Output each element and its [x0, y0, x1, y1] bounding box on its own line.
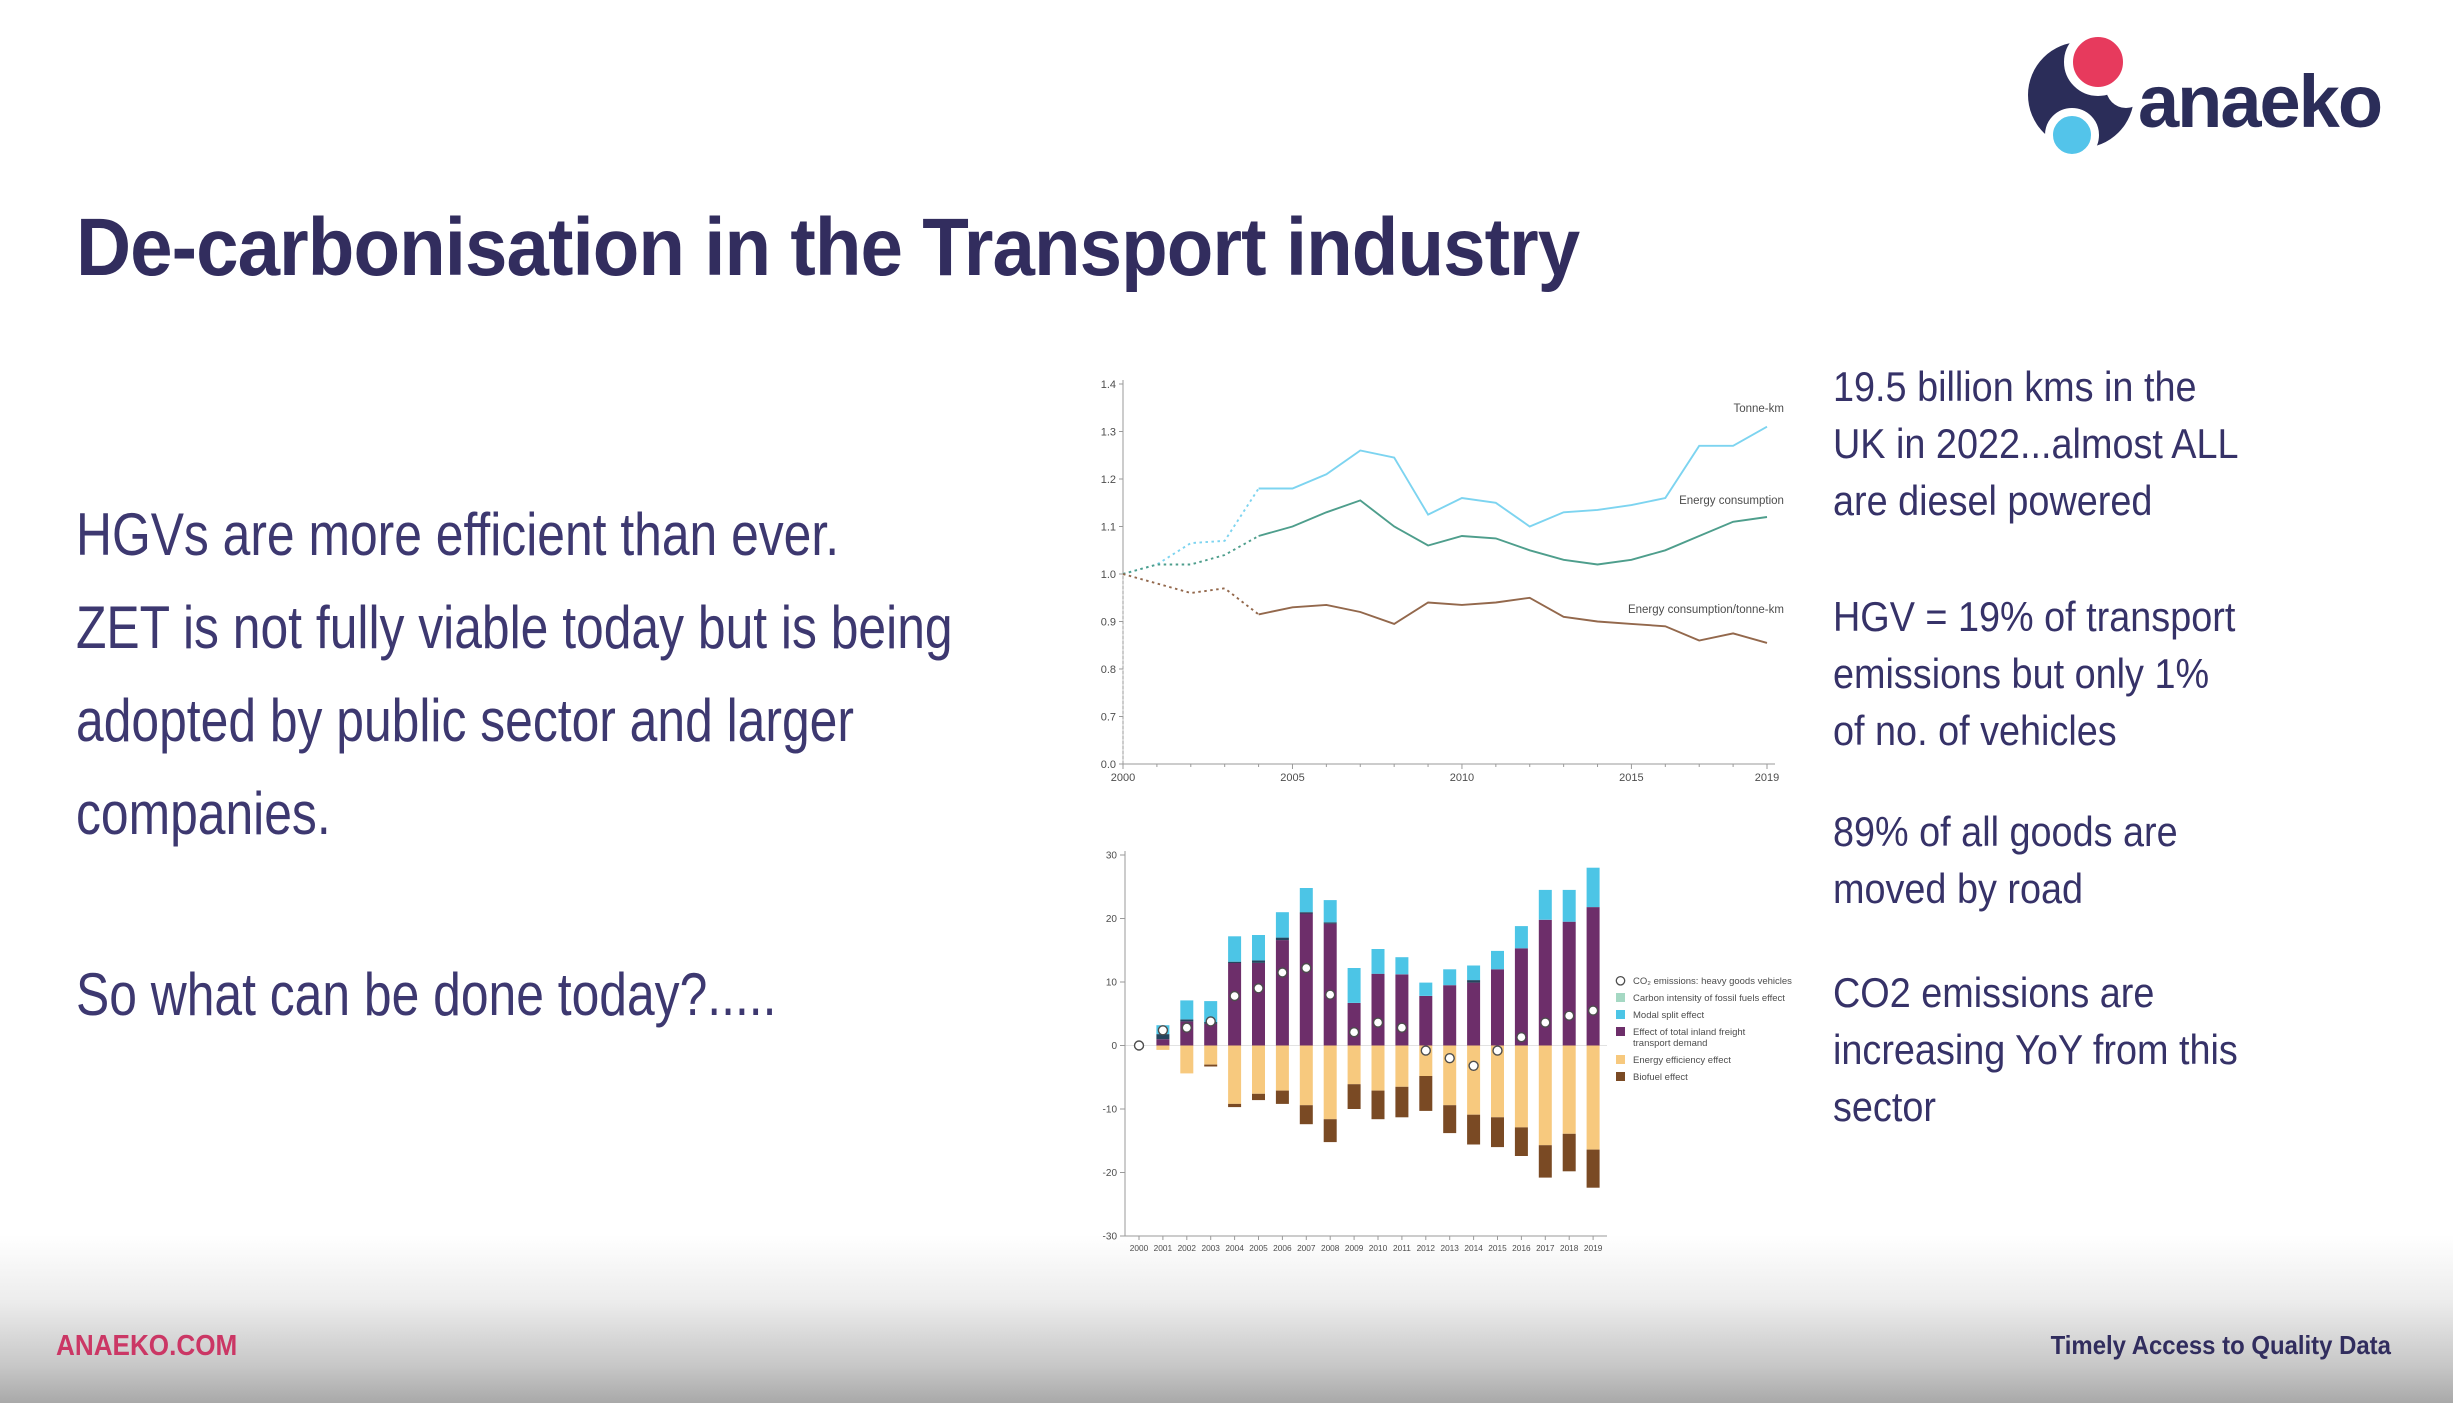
- svg-text:Energy efficiency effect: Energy efficiency effect: [1633, 1055, 1731, 1066]
- logo-blue-circle: [2045, 108, 2099, 162]
- fact-goods-by-road: 89% of all goods are moved by road: [1833, 808, 2178, 912]
- svg-text:0.7: 0.7: [1101, 712, 1116, 724]
- svg-text:0.9: 0.9: [1101, 617, 1116, 629]
- svg-text:Carbon intensity of fossil fue: Carbon intensity of fossil fuels effect: [1633, 993, 1785, 1004]
- svg-text:2005: 2005: [1249, 1243, 1268, 1253]
- svg-text:2019: 2019: [1755, 772, 1779, 784]
- svg-text:2016: 2016: [1512, 1243, 1531, 1253]
- svg-text:2002: 2002: [1178, 1243, 1197, 1253]
- svg-text:0.0: 0.0: [1101, 759, 1116, 771]
- fact-co2-increasing: CO2 emissions are increasing YoY from th…: [1833, 969, 2238, 1130]
- svg-text:-30: -30: [1103, 1232, 1118, 1243]
- svg-text:0: 0: [1111, 1041, 1117, 1052]
- svg-text:1.2: 1.2: [1101, 474, 1116, 486]
- co2-decomposition-bar-chart: -30 -20 -10 0 10 20 30 2000 2001 2002 2003 2004 2005…: [1103, 851, 1793, 1254]
- svg-text:20: 20: [1106, 914, 1118, 925]
- svg-text:2007: 2007: [1297, 1243, 1316, 1253]
- svg-text:2018: 2018: [1560, 1243, 1579, 1253]
- svg-text:Modal split effect: Modal split effect: [1633, 1010, 1704, 1021]
- svg-text:2015: 2015: [1619, 772, 1643, 784]
- fact-kms-driven: 19.5 billion kms in the UK in 2022...alm…: [1833, 363, 2239, 524]
- question-text: So what can be done today?.....: [76, 961, 777, 1028]
- svg-text:Energy consumption/tonne-km: Energy consumption/tonne-km: [1628, 604, 1784, 616]
- svg-text:2012: 2012: [1417, 1243, 1436, 1253]
- svg-text:30: 30: [1106, 851, 1118, 862]
- svg-text:2019: 2019: [1584, 1243, 1603, 1253]
- svg-text:2001: 2001: [1154, 1243, 1173, 1253]
- logo-pink-circle: [2064, 28, 2132, 96]
- page-title: De-carbonisation in the Transport indust…: [76, 202, 1580, 293]
- svg-text:2004: 2004: [1225, 1243, 1244, 1253]
- svg-text:10: 10: [1106, 978, 1118, 989]
- footer-website: ANAEKO.COM: [56, 1330, 238, 1362]
- svg-text:2000: 2000: [1111, 772, 1135, 784]
- svg-text:2005: 2005: [1280, 772, 1304, 784]
- svg-text:1.1: 1.1: [1101, 522, 1116, 534]
- svg-text:2000: 2000: [1130, 1243, 1149, 1253]
- anaeko-logo-icon: [2020, 14, 2170, 164]
- svg-text:2013: 2013: [1440, 1243, 1459, 1253]
- svg-text:2017: 2017: [1536, 1243, 1555, 1253]
- svg-text:1.4: 1.4: [1101, 379, 1116, 391]
- svg-text:2003: 2003: [1201, 1243, 1220, 1253]
- svg-text:1.3: 1.3: [1101, 427, 1116, 439]
- svg-text:Energy consumption: Energy consumption: [1679, 495, 1784, 507]
- svg-text:transport demand: transport demand: [1633, 1038, 1707, 1049]
- svg-text:2009: 2009: [1345, 1243, 1364, 1253]
- svg-text:CO₂ emissions: heavy goods veh: CO₂ emissions: heavy goods vehicles: [1633, 976, 1792, 987]
- anaeko-logo: anaeko: [2020, 14, 2440, 164]
- svg-text:2006: 2006: [1273, 1243, 1292, 1253]
- svg-text:2015: 2015: [1488, 1243, 1507, 1253]
- svg-text:2010: 2010: [1450, 772, 1474, 784]
- svg-text:2010: 2010: [1369, 1243, 1388, 1253]
- svg-text:Tonne-km: Tonne-km: [1733, 403, 1784, 415]
- svg-text:2008: 2008: [1321, 1243, 1340, 1253]
- svg-text:2014: 2014: [1464, 1243, 1483, 1253]
- svg-text:2011: 2011: [1393, 1243, 1411, 1253]
- svg-text:Biofuel effect: Biofuel effect: [1633, 1072, 1688, 1083]
- intro-paragraph: HGVs are more efficient than ever. ZET i…: [76, 501, 953, 847]
- svg-text:1.0: 1.0: [1101, 569, 1116, 581]
- svg-text:Effect of total inland freight: Effect of total inland freight: [1633, 1027, 1746, 1038]
- footer-tagline: Timely Access to Quality Data: [2050, 1330, 2391, 1360]
- fact-hgv-emissions-share: HGV = 19% of transport emissions but onl…: [1833, 593, 2236, 754]
- bottom-gradient: [0, 1235, 2453, 1403]
- svg-text:-20: -20: [1103, 1168, 1118, 1179]
- logo-wordmark: anaeko: [2138, 60, 2383, 143]
- svg-text:-10: -10: [1103, 1105, 1118, 1116]
- svg-text:0.8: 0.8: [1101, 664, 1116, 676]
